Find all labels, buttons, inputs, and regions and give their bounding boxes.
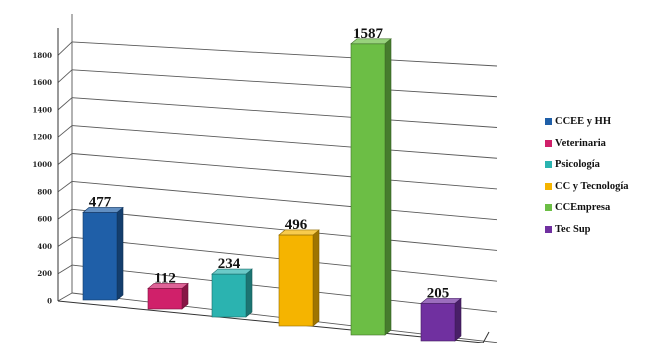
- gridline-side: [57, 181, 73, 193]
- legend-swatch: [545, 139, 552, 147]
- gridline-side: [57, 41, 73, 56]
- y-tick-label: 0: [47, 297, 52, 306]
- bar-side-6: [454, 297, 462, 342]
- bar-6: [420, 303, 456, 342]
- bar-1: [82, 212, 118, 301]
- gridline-side: [57, 264, 73, 275]
- gridline: [71, 125, 498, 159]
- bar-top-1: [82, 207, 124, 213]
- legend-label: CCEmpresa: [555, 202, 611, 214]
- gridline-side: [57, 208, 73, 220]
- y-tick-label: 200: [37, 269, 52, 278]
- gridline: [71, 208, 498, 251]
- legend-label: Tec Sup: [555, 223, 591, 235]
- data-label: 112: [154, 270, 176, 286]
- y-tick-label: 800: [37, 187, 52, 196]
- legend-label: CCEE y HH: [555, 116, 612, 128]
- bar-top-3: [211, 268, 253, 275]
- legend-item: Veterinaria: [545, 133, 629, 155]
- legend-item: CCEmpresa: [545, 197, 629, 219]
- data-label: 496: [285, 217, 308, 233]
- legend-item: Psicología: [545, 154, 629, 176]
- legend-swatch: [545, 182, 552, 190]
- gridline-side: [57, 236, 73, 247]
- legend-label: Psicología: [555, 159, 600, 171]
- data-label: 477: [89, 194, 112, 210]
- legend-swatch: [545, 161, 552, 169]
- y-tick-label: 1400: [33, 105, 53, 114]
- gridline-side: [57, 125, 73, 138]
- x-axis-end: [482, 331, 490, 343]
- legend-item: CCEE y HH: [545, 111, 629, 133]
- legend-item: Tec Sup: [545, 219, 629, 241]
- bar-2: [147, 288, 183, 310]
- data-label: 1587: [353, 26, 384, 42]
- x-axis-front: [57, 300, 484, 343]
- data-label: 205: [427, 285, 450, 301]
- gridline: [71, 69, 498, 98]
- legend-swatch: [545, 225, 552, 233]
- gridline: [71, 153, 498, 190]
- bar-side-1: [116, 206, 124, 301]
- gridline-side: [57, 292, 73, 302]
- bar-3: [211, 273, 247, 318]
- gridline: [71, 41, 498, 67]
- y-tick-label: 1000: [33, 160, 53, 169]
- gridline-side: [57, 153, 73, 165]
- gridline-side: [57, 97, 73, 111]
- legend-label: Veterinaria: [555, 137, 606, 149]
- legend-label: CC y Tecnología: [555, 180, 629, 192]
- bar-top-4: [278, 229, 320, 236]
- chart-legend: CCEE y HH Veterinaria Psicología CC y Tecno…: [545, 111, 629, 240]
- legend-swatch: [545, 118, 552, 126]
- bar-top-2: [147, 283, 189, 289]
- bar-top-6: [420, 298, 462, 304]
- bar-side-5: [384, 38, 392, 336]
- legend-swatch: [545, 204, 552, 212]
- data-label: 234: [218, 256, 241, 272]
- bar-side-3: [245, 268, 253, 318]
- legend-item: CC y Tecnología: [545, 176, 629, 198]
- bar-4: [278, 234, 314, 327]
- y-tick-label: 600: [37, 215, 52, 224]
- bar-5: [350, 43, 386, 336]
- y-tick-label: 400: [37, 242, 52, 251]
- y-tick-label: 1800: [33, 51, 53, 60]
- bar-side-4: [312, 229, 320, 327]
- y-tick-label: 1600: [33, 78, 53, 87]
- bar-top-5: [350, 38, 392, 45]
- gridline: [71, 97, 498, 128]
- gridline-side: [57, 69, 73, 83]
- gridline: [71, 180, 498, 221]
- y-tick-label: 1200: [33, 133, 53, 142]
